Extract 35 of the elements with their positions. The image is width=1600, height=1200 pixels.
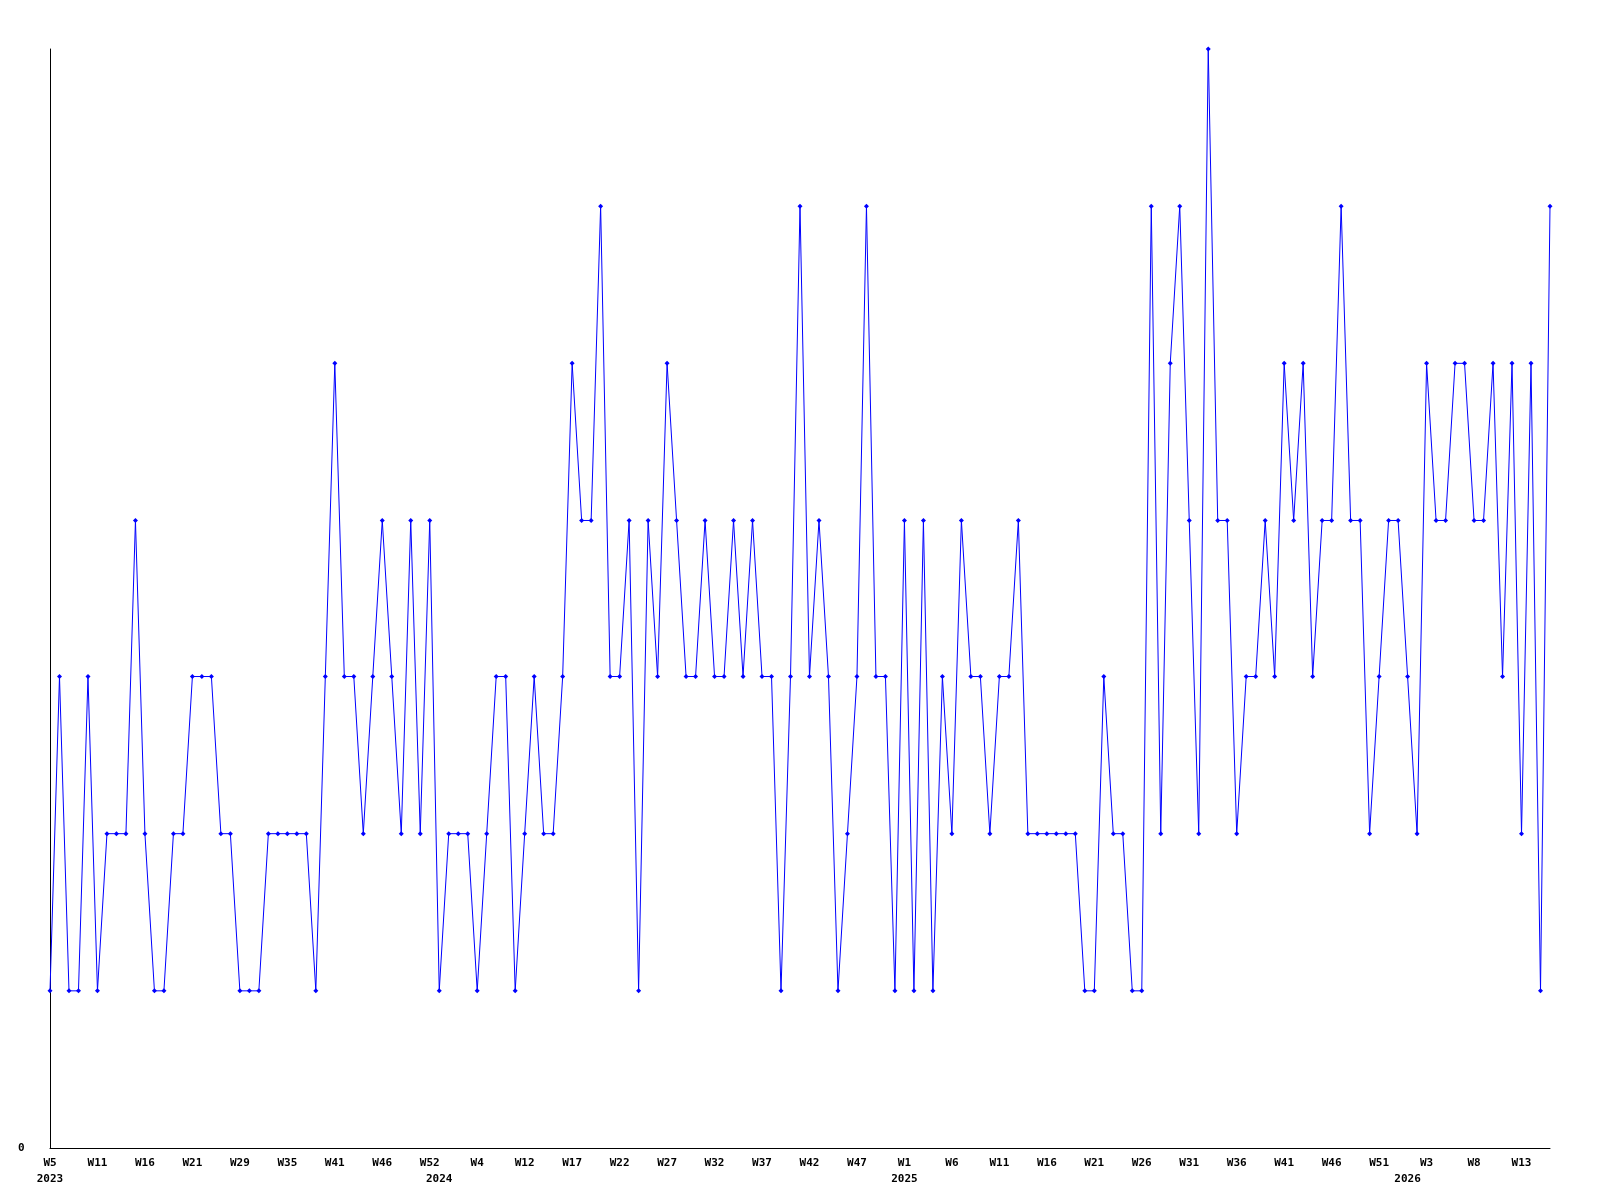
x-tick-label: W8 <box>1467 1155 1481 1169</box>
x-tick-label: W16 <box>135 1155 156 1169</box>
x-tick-label: W12 <box>514 1155 535 1169</box>
x-tick-label: W3 <box>1419 1155 1434 1169</box>
x-tick-label: W52 <box>419 1155 440 1169</box>
x-tick-label: W11 <box>989 1155 1010 1169</box>
x-tick-label: W6 <box>945 1155 959 1169</box>
x-tick-label: W46 <box>372 1155 393 1169</box>
x-tick-label: W21 <box>1084 1155 1105 1169</box>
x-tick-label: W27 <box>657 1155 678 1169</box>
x-tick-label: W41 <box>324 1155 346 1169</box>
x-tick-label: W37 <box>752 1155 772 1169</box>
x-tick-label: 2024 <box>425 1171 453 1185</box>
x-tick-label: W32 <box>704 1155 725 1169</box>
x-tick-label: W16 <box>1036 1155 1058 1169</box>
x-tick-label: W13 <box>1511 1155 1532 1169</box>
x-tick-label: W17 <box>562 1155 583 1169</box>
x-tick-label: W36 <box>1226 1155 1248 1169</box>
x-tick-label: W1 2025 <box>891 1155 918 1185</box>
x-tick-label: W51 <box>1369 1155 1390 1169</box>
x-tick-label: W42 <box>799 1155 820 1169</box>
x-tick-label: W11 <box>87 1155 108 1169</box>
x-tick-label: W4 <box>470 1155 485 1169</box>
x-tick-label: 2026 <box>1394 1171 1422 1185</box>
x-tick-label: W47 <box>847 1155 867 1169</box>
x-tick-label: W31 <box>1179 1155 1200 1169</box>
text: 0 <box>18 1141 25 1154</box>
x-tick-label: W21 <box>182 1155 203 1169</box>
x-tick-label: W41 <box>1274 1155 1295 1169</box>
x-tick-label: W35 <box>277 1155 298 1169</box>
x-tick-label: W29 <box>229 1155 250 1169</box>
x-tick-label: W5 2023 <box>36 1155 64 1185</box>
x-tick-label: W46 <box>1321 1155 1342 1169</box>
x-tick-label: W22 <box>609 1155 630 1169</box>
x-tick-label: W26 <box>1131 1155 1153 1169</box>
